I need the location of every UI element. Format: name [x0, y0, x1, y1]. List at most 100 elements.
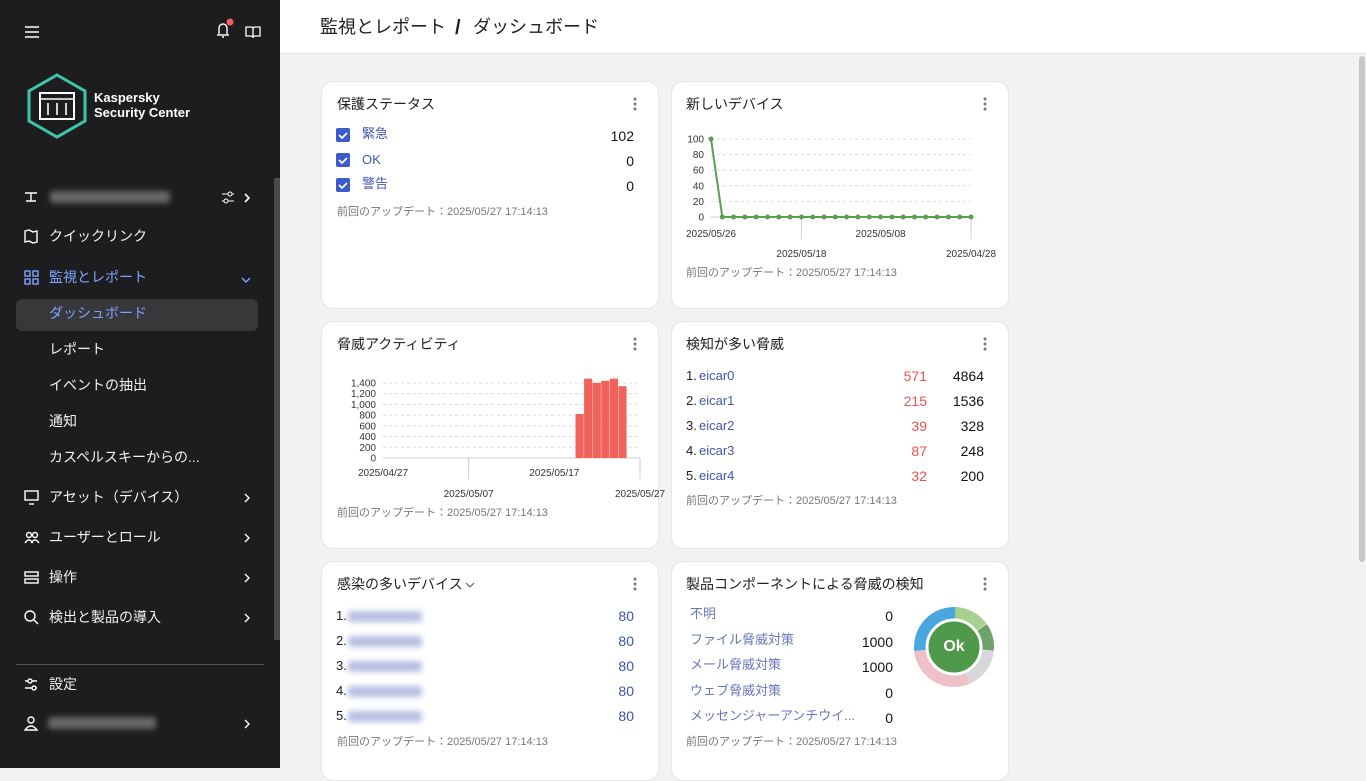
status-value: 0	[626, 153, 634, 169]
submenu-item[interactable]: レポート	[49, 341, 105, 357]
device-count: 215	[903, 393, 927, 409]
updated: 前回のアップデート：2025/05/27 17:14:13	[337, 206, 548, 218]
x-tick-label: 2025/05/17	[529, 468, 579, 479]
point	[821, 214, 827, 220]
widget-title[interactable]: 感染の多いデバイス	[337, 576, 463, 592]
checkboxes[interactable]	[336, 128, 350, 194]
menu-item[interactable]: 操作	[49, 569, 77, 585]
detection-count: 200	[960, 468, 984, 484]
y-tick-label: 800	[359, 411, 376, 422]
status-label[interactable]: OK	[362, 152, 381, 167]
submenu-item[interactable]: カスペルスキーからの...	[49, 449, 200, 465]
point	[753, 214, 759, 220]
menu-item[interactable]: アセット（デバイス）	[49, 489, 189, 505]
menu-item[interactable]: 監視とレポート	[49, 269, 147, 285]
rank: 3.	[686, 418, 697, 433]
y-tick-label: 80	[693, 150, 705, 161]
threat-name[interactable]: eicar1	[699, 393, 735, 408]
component-value: 1000	[861, 633, 893, 650]
widget-title: 新しいデバイス	[686, 96, 784, 112]
point	[765, 214, 771, 220]
menu-item[interactable]: クイックリンク	[49, 228, 147, 244]
point	[957, 214, 963, 220]
x-tick-label: 2025/04/27	[358, 468, 408, 479]
menu-toggle[interactable]	[24, 24, 40, 40]
y-tick-label: 0	[698, 213, 704, 224]
component-value: 0	[885, 684, 893, 701]
dropdown[interactable]	[465, 581, 475, 589]
rank: 4.	[686, 443, 697, 458]
point	[787, 214, 793, 220]
rank: 4.	[336, 683, 347, 698]
redacted-device	[348, 686, 422, 697]
point	[810, 214, 816, 220]
rank: 1.	[686, 368, 697, 383]
point	[866, 214, 872, 220]
donut	[914, 607, 994, 687]
threat-name[interactable]: eicar0	[699, 368, 735, 383]
submenu-item[interactable]: ダッシュボード	[49, 305, 147, 321]
menu-item[interactable]: 検出と製品の導入	[49, 609, 161, 625]
y-tick-label: 400	[359, 432, 376, 443]
rank: 3.	[336, 658, 347, 673]
submenu-item[interactable]: イベントの抽出	[49, 377, 147, 393]
brand: Kaspersky	[94, 90, 160, 105]
point	[832, 214, 838, 220]
bar	[618, 386, 627, 458]
header	[280, 0, 1366, 54]
point	[731, 214, 737, 220]
updated: 前回のアップデート：2025/05/27 17:14:13	[686, 495, 897, 507]
rank: 1.	[336, 608, 347, 623]
component-label[interactable]: メッセンジャーアンチウイ...	[690, 708, 856, 723]
component-label[interactable]: メール脅威対策	[690, 657, 782, 672]
x-tick-label: 2025/05/26	[686, 229, 736, 240]
redacted-device	[348, 661, 422, 672]
y-tick-label: 1,200	[351, 389, 376, 400]
y-tick-label: 1,000	[351, 400, 376, 411]
bar	[584, 378, 593, 458]
sidebar: Kaspersky Security Center クイックリンク 監視とレポー…	[0, 0, 280, 768]
widget-title: 保護ステータス	[337, 96, 435, 112]
x-tick-label: 2025/04/28	[946, 249, 996, 260]
breadcrumb-current: ダッシュボード	[473, 17, 599, 37]
breadcrumb-parent[interactable]: 監視とレポート	[320, 17, 446, 37]
widget	[671, 321, 1009, 549]
bar	[592, 382, 601, 458]
rank: 2.	[336, 633, 347, 648]
x-tick-label: 2025/05/27	[615, 489, 665, 500]
x-tick-label: 2025/05/18	[776, 249, 826, 260]
y-tick-label: 40	[693, 181, 705, 192]
y-tick-label: 100	[687, 135, 704, 146]
menu-item[interactable]: 設定	[49, 676, 77, 692]
scrollbar	[1359, 56, 1365, 562]
y-tick-label: 200	[359, 443, 376, 454]
status-label[interactable]: 緊急	[362, 126, 389, 141]
threat-name[interactable]: eicar4	[699, 468, 735, 483]
component-value: 0	[885, 608, 893, 624]
device-count: 39	[911, 418, 927, 434]
status-label[interactable]: 警告	[362, 176, 389, 191]
help[interactable]	[245, 24, 261, 40]
server-controls[interactable]	[220, 190, 256, 206]
point	[934, 214, 940, 220]
y-tick-label: 1,400	[351, 378, 376, 389]
point	[878, 214, 884, 220]
component-label[interactable]: ファイル脅威対策	[690, 631, 795, 647]
point	[945, 214, 951, 220]
brand: Security Center	[94, 105, 191, 120]
component-label[interactable]: 不明	[690, 606, 717, 621]
threat-name[interactable]: eicar3	[699, 443, 735, 458]
component-label[interactable]: ウェブ脅威対策	[690, 682, 782, 698]
menu-item[interactable]: ユーザーとロール	[49, 529, 161, 545]
threat-name[interactable]: eicar2	[699, 418, 735, 433]
widget-title: 製品コンポーネントによる脅威の検知	[686, 576, 924, 592]
updated: 前回のアップデート：2025/05/27 17:14:13	[686, 736, 897, 748]
active-highlight	[16, 299, 258, 331]
redacted-user	[48, 717, 156, 729]
y-tick-label: 60	[693, 166, 705, 177]
point	[911, 214, 917, 220]
notifications[interactable]	[212, 18, 234, 40]
submenu-item[interactable]: 通知	[49, 413, 77, 429]
rank: 5.	[336, 708, 347, 723]
